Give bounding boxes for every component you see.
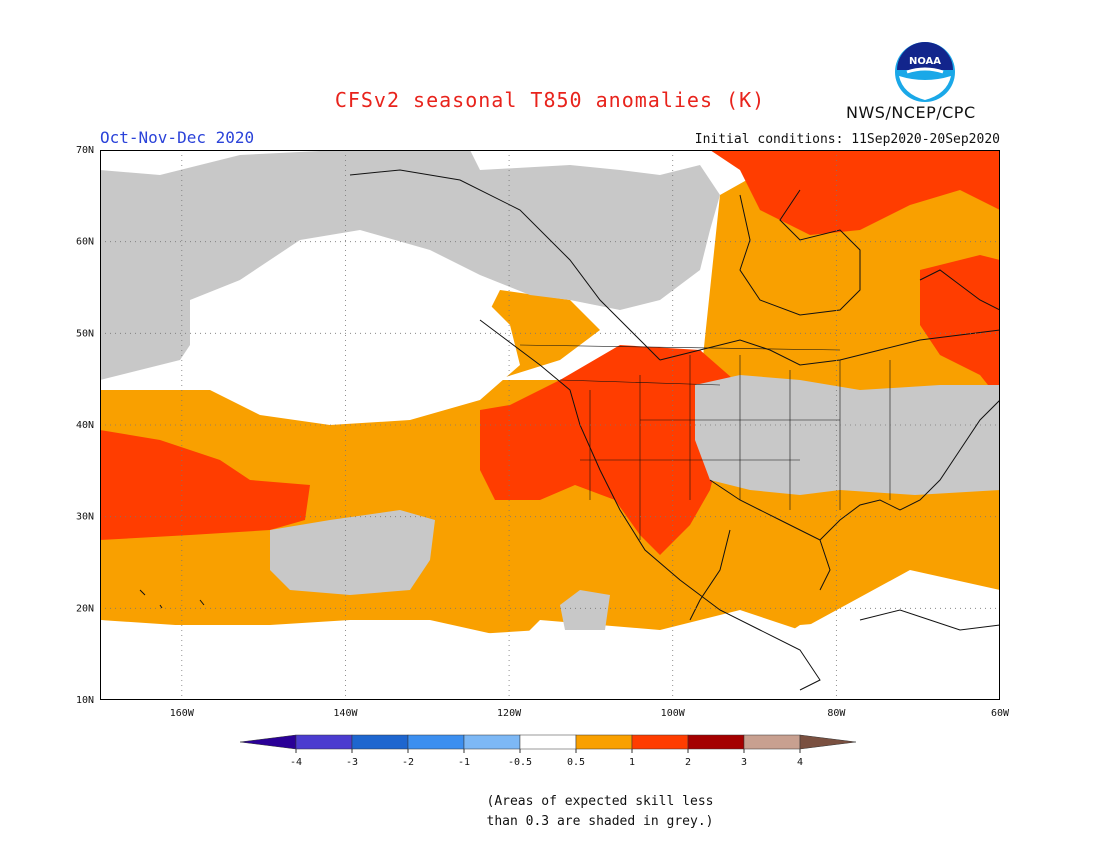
- legend-swatch: [743, 734, 801, 750]
- low-skill-north-pacific: [100, 150, 720, 380]
- longitude-label: 80W: [827, 708, 846, 719]
- latitude-label: 70N: [76, 145, 94, 156]
- legend-label: 3: [741, 757, 747, 768]
- graticule: [100, 150, 1000, 700]
- legend-arrow-low: [240, 734, 297, 750]
- latitude-label: 40N: [76, 420, 94, 431]
- legend-swatch: [687, 734, 745, 750]
- low-skill-central-america: [560, 590, 610, 630]
- coastlines: [139, 169, 1000, 691]
- legend-swatch: [519, 734, 577, 750]
- legend-label: -1: [458, 757, 470, 768]
- legend-swatch: [407, 734, 465, 750]
- legend-label: -2: [402, 757, 414, 768]
- axis-labels: 70N 60N 50N 40N 30N 20N 10N 160W 140W 120W 100W 80…: [76, 145, 1010, 719]
- noaa-logo-icon: NOAA: [895, 42, 955, 102]
- map-title: CFSv2 seasonal T850 anomalies (K): [334, 88, 766, 112]
- low-skill-east-pacific: [270, 510, 435, 595]
- warm-area-arctic: [710, 150, 1000, 235]
- legend-swatch: [295, 734, 353, 750]
- agency-label: NWS/NCEP/CPC: [846, 103, 976, 122]
- legend-swatch: [463, 734, 521, 750]
- initial-conditions: Initial conditions: 11Sep2020-20Sep2020: [694, 132, 1000, 147]
- longitude-label: 140W: [333, 708, 358, 719]
- state-borders: [519, 344, 891, 540]
- neutral-caribbean: [740, 615, 1000, 700]
- latitude-label: 50N: [76, 328, 94, 339]
- legend-swatch: [351, 734, 409, 750]
- skill-note-line-2: than 0.3 are shaded in grey.): [486, 814, 714, 829]
- latitude-label: 20N: [76, 603, 94, 614]
- legend-label: 1: [629, 757, 635, 768]
- legend-label: -4: [290, 757, 302, 768]
- legend-label: -3: [346, 757, 358, 768]
- warm-area-southwest: [480, 345, 740, 555]
- legend-swatch: [631, 734, 689, 750]
- latitude-label: 30N: [76, 512, 94, 523]
- forecast-period: Oct-Nov-Dec 2020: [100, 128, 255, 147]
- longitude-label: 60W: [991, 708, 1010, 719]
- logo-text: NOAA: [909, 56, 941, 67]
- legend-label: 4: [797, 757, 803, 768]
- legend-arrow-high: [799, 734, 857, 750]
- low-skill-eastern-us: [695, 375, 1000, 495]
- latitude-label: 60N: [76, 237, 94, 248]
- legend-label: 0.5: [567, 757, 585, 768]
- legend-label: -0.5: [508, 757, 532, 768]
- neutral-tropical-pacific: [100, 620, 560, 700]
- skill-note-line-1: (Areas of expected skill less: [486, 794, 714, 809]
- warm-area-quebec: [920, 255, 1000, 400]
- anomaly-map: [100, 150, 1000, 700]
- neutral-gulf-of-alaska: [190, 235, 520, 425]
- longitude-label: 100W: [661, 708, 686, 719]
- warm-area-pacific: [100, 430, 310, 540]
- skill-note: (Areas of expected skill less than 0.3 a…: [420, 792, 780, 832]
- legend-swatch: [575, 734, 633, 750]
- longitude-label: 120W: [497, 708, 522, 719]
- color-scale-legend: -4 -3 -2 -1 -0.5 0.5 1 2 3 4: [240, 734, 857, 768]
- longitude-label: 160W: [170, 708, 195, 719]
- legend-label: 2: [685, 757, 691, 768]
- anomaly-regions: [100, 150, 1000, 700]
- latitude-label: 10N: [76, 695, 94, 706]
